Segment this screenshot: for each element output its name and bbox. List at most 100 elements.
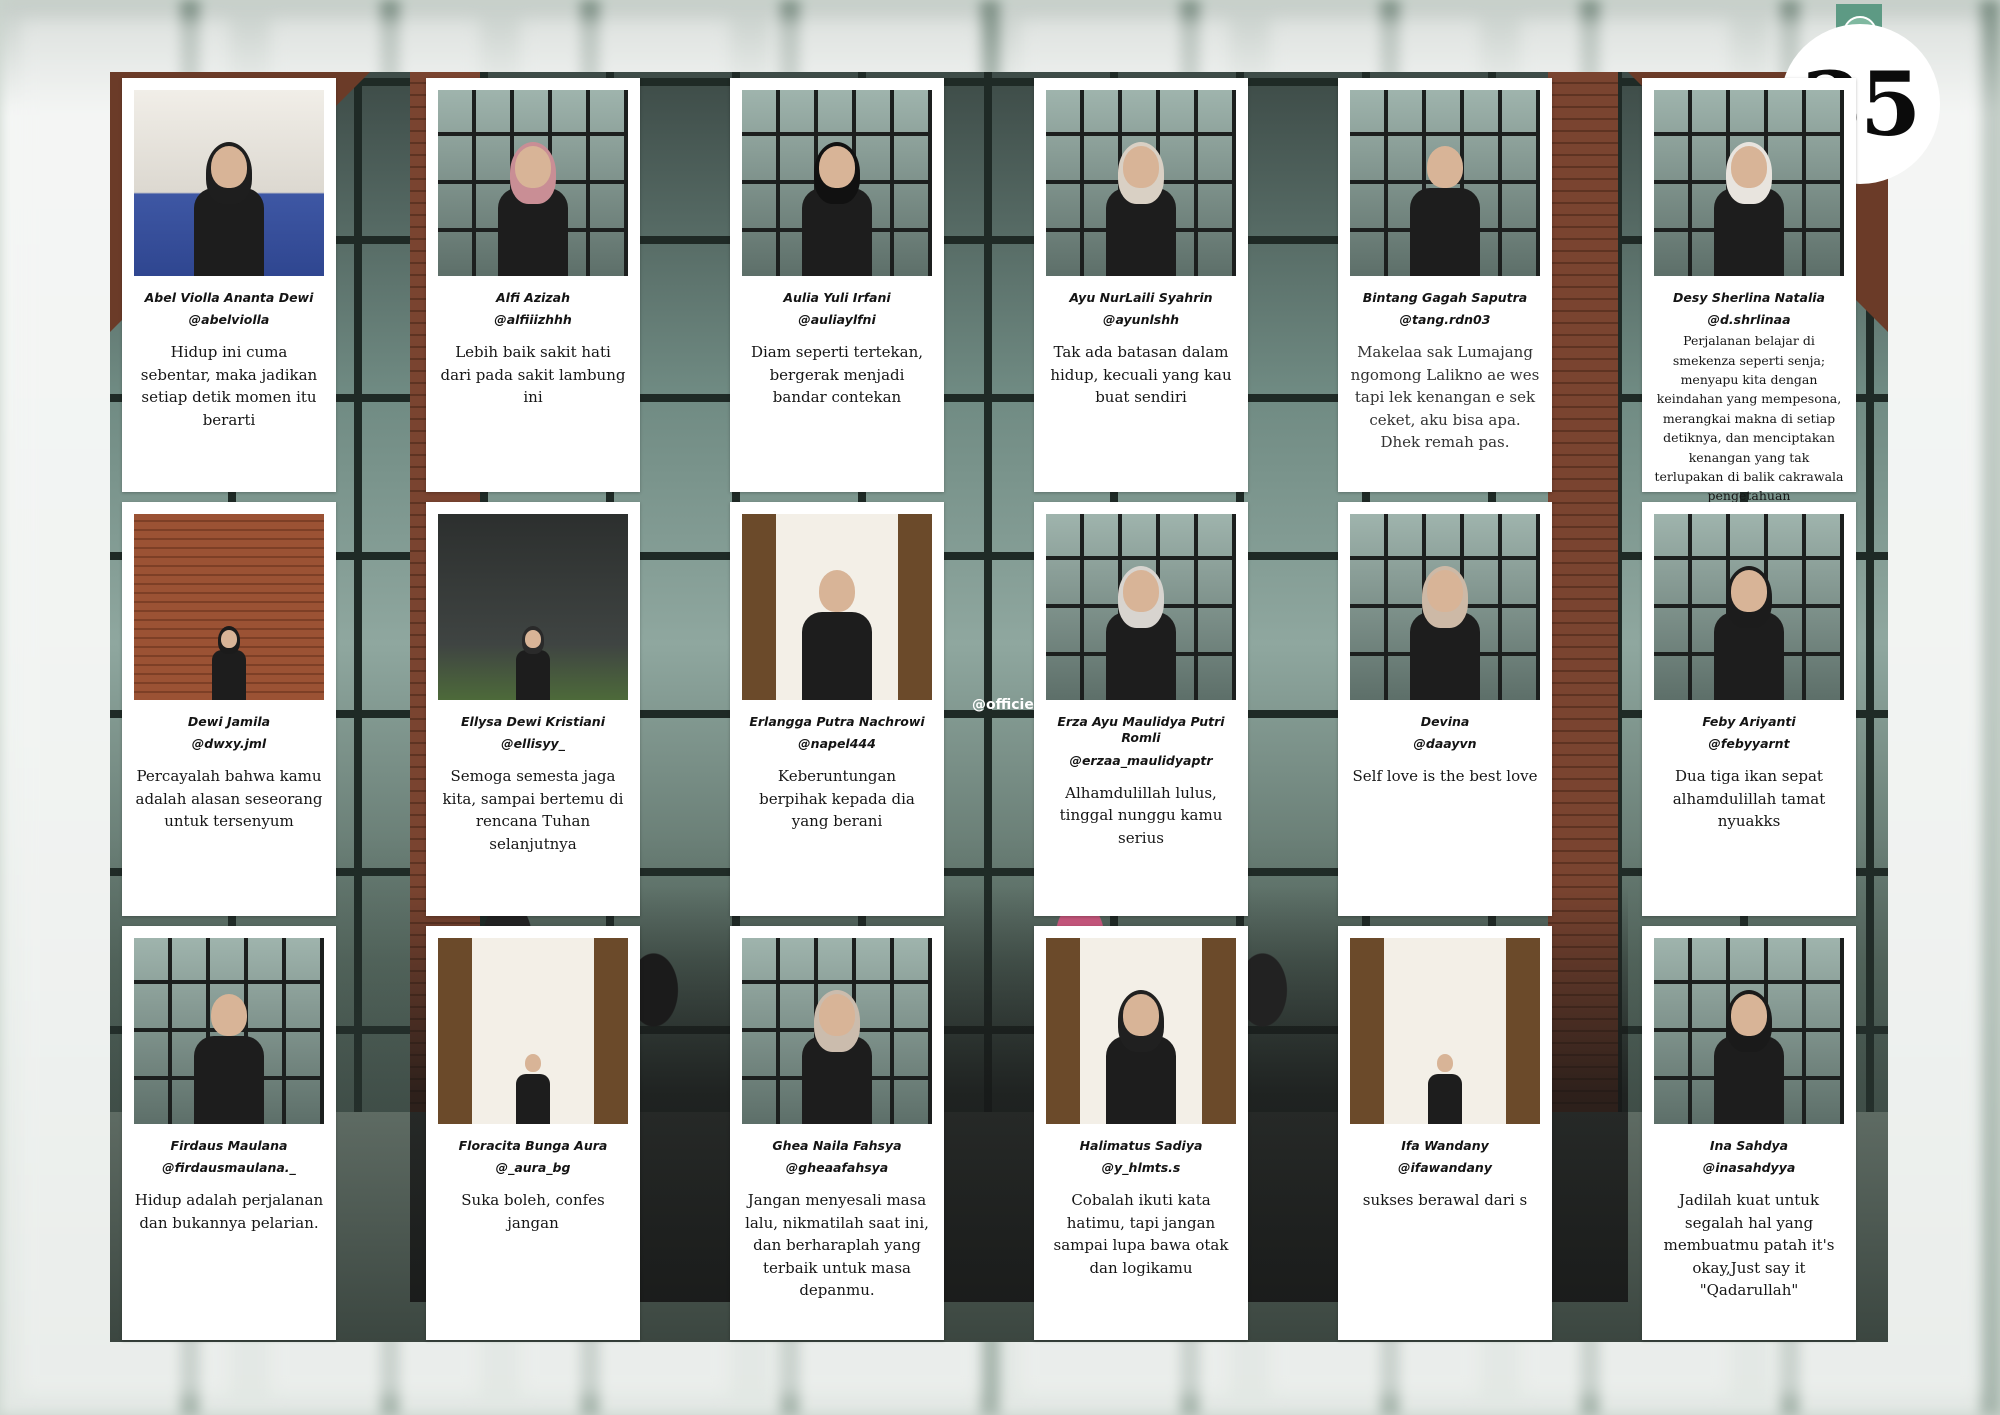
student-photo — [438, 514, 628, 700]
student-photo — [1046, 938, 1236, 1124]
student-card: Feby Ariyanti @febyyarnt Dua tiga ikan sep… — [1642, 502, 1856, 916]
student-quote: Suka boleh, confes jangan — [461, 1191, 605, 1232]
student-quote: Jangan menyesali masa lalu, nikmatilah s… — [745, 1191, 929, 1300]
student-handle: @ayunlshh — [1102, 312, 1180, 328]
figure-head — [525, 1054, 541, 1072]
student-quote: Jadilah kuat untuk segalah hal yang memb… — [1663, 1191, 1835, 1300]
watermark: @officie — [972, 697, 1034, 713]
student-name: Dewi Jamila — [187, 714, 271, 729]
student-figure — [498, 142, 568, 276]
student-quote: Cobalah ikuti kata hatimu, tapi jangan s… — [1053, 1191, 1229, 1277]
student-name: Ayu NurLaili Syahrin — [1069, 290, 1213, 305]
student-figure — [802, 990, 872, 1124]
student-handle: @napel444 — [798, 736, 876, 752]
student-handle: @d.shrlinaa — [1707, 312, 1791, 328]
student-name: Erza Ayu Maulidya Putri Romli — [1057, 714, 1225, 746]
figure-body — [516, 1074, 550, 1124]
student-figure — [516, 626, 550, 700]
student-figure — [1106, 142, 1176, 276]
student-card: Floracita Bunga Aura @_aura_bg Suka boleh,… — [426, 926, 640, 1340]
student-quote: Diam seperti tertekan, bergerak menjadi … — [750, 343, 924, 407]
figure-body — [516, 650, 550, 700]
student-photo — [742, 90, 932, 276]
student-photo — [1046, 90, 1236, 276]
student-card: Desy Sherlina Natalia @d.shrlinaa Perjalan… — [1642, 78, 1856, 503]
student-card: Bintang Gagah Saputra @tang.rdn03 Makelaa … — [1338, 78, 1552, 492]
student-figure — [194, 142, 264, 276]
student-figure — [1428, 1054, 1462, 1124]
student-photo — [742, 938, 932, 1124]
figure-body — [194, 1036, 264, 1124]
student-card: Firdaus Maulana @firdausmaulana._ Hidup ad… — [122, 926, 336, 1340]
student-card: Abel Violla Ananta Dewi @abelviolla Hidup … — [122, 78, 336, 492]
figure-body — [802, 612, 872, 700]
figure-head — [1731, 570, 1767, 612]
student-name: Floracita Bunga Aura — [458, 1138, 608, 1153]
student-handle: @auliaylfni — [798, 312, 876, 328]
figure-head — [211, 146, 247, 188]
student-quote: Keberuntungan berpihak kepada dia yang b… — [759, 767, 915, 831]
student-photo — [1350, 514, 1540, 700]
figure-head — [1427, 146, 1463, 188]
student-quote: sukses berawal dari s — [1362, 1191, 1528, 1210]
figure-head — [515, 146, 551, 188]
student-figure — [1714, 142, 1784, 276]
student-figure — [1410, 146, 1480, 276]
student-name: Desy Sherlina Natalia — [1673, 290, 1825, 305]
student-card: Alfi Azizah @alfiiizhhh Lebih baik sakit h… — [426, 78, 640, 492]
student-quote: Semoga semesta jaga kita, sampai bertemu… — [442, 767, 624, 853]
figure-head — [211, 994, 247, 1036]
student-cards-grid: Abel Violla Ananta Dewi @abelviolla Hidup … — [122, 78, 1856, 1340]
student-card: Ellysa Dewi Kristiani @ellisyy_ Semoga sem… — [426, 502, 640, 916]
figure-head — [525, 630, 541, 648]
student-name: Abel Violla Ananta Dewi — [144, 290, 314, 305]
student-handle: @tang.rdn03 — [1399, 312, 1491, 328]
student-card: Erlangga Putra Nachrowi @napel444 Keberunt… — [730, 502, 944, 916]
student-handle: @firdausmaulana._ — [162, 1160, 296, 1176]
student-handle: @erzaa_maulidyaptr — [1069, 752, 1213, 768]
student-card: Ifa Wandany @ifawandany sukses berawal dar… — [1338, 926, 1552, 1340]
student-photo — [742, 514, 932, 700]
student-figure — [1410, 566, 1480, 700]
student-figure — [802, 142, 872, 276]
figure-head — [819, 146, 855, 188]
student-figure — [1714, 566, 1784, 700]
student-quote: Hidup adalah perjalanan dan bukannya pel… — [134, 1191, 324, 1232]
student-photo — [1046, 514, 1236, 700]
student-card: Aulia Yuli Irfani @auliaylfni Diam seperti… — [730, 78, 944, 492]
student-handle: @inasahdyya — [1702, 1160, 1796, 1176]
student-card: Ina Sahdya @inasahdyya Jadilah kuat untuk … — [1642, 926, 1856, 1340]
figure-body — [212, 650, 246, 700]
student-handle: @ifawandany — [1398, 1160, 1492, 1176]
student-name: Aulia Yuli Irfani — [783, 290, 891, 305]
student-quote: Alhamdulillah lulus, tinggal nunggu kamu… — [1059, 783, 1223, 847]
student-name: Firdaus Maulana — [170, 1138, 288, 1153]
student-photo — [438, 938, 628, 1124]
student-photo — [134, 514, 324, 700]
student-figure — [194, 994, 264, 1124]
student-name: Bintang Gagah Saputra — [1362, 290, 1528, 305]
figure-head — [221, 630, 237, 648]
student-name: Ina Sahdya — [1709, 1138, 1789, 1153]
student-handle: @abelviolla — [188, 312, 270, 328]
student-handle: @daayvn — [1413, 736, 1477, 752]
student-name: Ellysa Dewi Kristiani — [461, 714, 605, 729]
student-figure — [1714, 990, 1784, 1124]
student-quote: Lebih baik sakit hati dari pada sakit la… — [440, 343, 626, 407]
student-card: Devina @daayvn Self love is the best love — [1338, 502, 1552, 916]
student-photo — [1654, 90, 1844, 276]
student-name: Alfi Azizah — [496, 290, 570, 305]
student-quote: Dua tiga ikan sepat alhamdulillah tamat … — [1672, 767, 1826, 831]
figure-head — [1731, 994, 1767, 1036]
student-photo — [1350, 90, 1540, 276]
student-figure — [802, 570, 872, 700]
figure-head — [1123, 146, 1159, 188]
student-figure — [1106, 990, 1176, 1124]
student-photo — [1654, 938, 1844, 1124]
figure-head — [1123, 570, 1159, 612]
student-handle: @dwxy.jml — [191, 736, 267, 752]
student-handle: @gheaafahsya — [785, 1160, 889, 1176]
student-handle: @_aura_bg — [495, 1160, 571, 1176]
student-name: Erlangga Putra Nachrowi — [749, 714, 925, 729]
student-figure — [212, 626, 246, 700]
